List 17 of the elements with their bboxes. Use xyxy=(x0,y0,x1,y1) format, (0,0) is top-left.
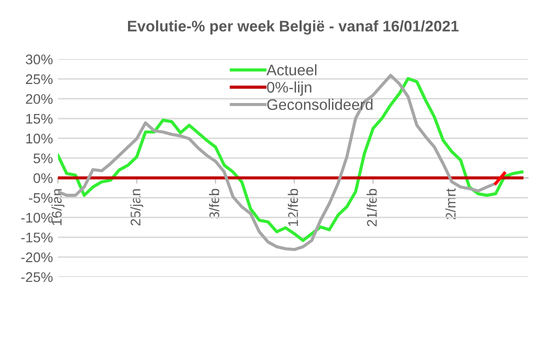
y-tick-label: 20% xyxy=(26,94,53,104)
y-tick-label: 30% xyxy=(26,54,53,64)
y-tick-label: 25% xyxy=(26,74,53,84)
y-tick-label: -15% xyxy=(21,232,53,242)
y-tick-label: -10% xyxy=(21,212,53,223)
y-tick-label: -25% xyxy=(21,272,53,282)
x-tick-label: 16/jan xyxy=(51,189,64,226)
y-tick-label: 0% xyxy=(34,173,53,184)
y-tick-label: 10% xyxy=(26,134,53,144)
legend-label: 0%-lijn xyxy=(267,81,312,96)
legend-label: Actueel xyxy=(266,64,316,76)
chart-title: Evolutie-% per week België - vanaf 16/01/2021 xyxy=(128,20,459,35)
y-tick-label: -5% xyxy=(28,193,53,203)
legend-label: Geconsolideerd xyxy=(267,98,372,110)
y-tick-label: 15% xyxy=(26,114,53,124)
y-tick-label: 5% xyxy=(34,154,53,164)
y-tick-label: -20% xyxy=(21,252,53,262)
